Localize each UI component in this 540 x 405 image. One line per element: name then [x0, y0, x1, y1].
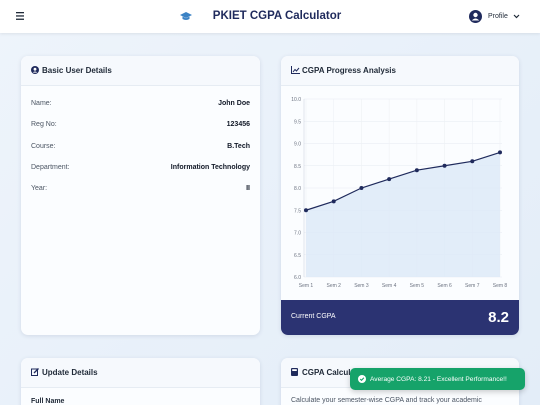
detail-label: Reg No: — [31, 121, 57, 129]
card-title: Basic User Details — [42, 66, 112, 75]
y-tick-label: 6.0 — [294, 275, 301, 281]
card-header: Update Details — [21, 358, 260, 388]
point — [359, 186, 364, 190]
avatar[interactable] — [469, 10, 482, 23]
footer-value: 8.2 — [488, 309, 509, 326]
detail-label: Department: — [31, 163, 70, 171]
card-header: CGPA Progress Analysis — [281, 56, 519, 86]
cap-icon — [180, 12, 192, 20]
x-tick-label: Sem 4 — [382, 283, 397, 289]
x-tick-label: Sem 3 — [354, 283, 369, 289]
user-card: Basic User Details Name: John Doe Reg No: 1… — [21, 56, 260, 335]
detail-label: Course: — [31, 142, 56, 150]
card-title: CGPA Progress Analysis — [302, 66, 396, 75]
chart: 6.0 6.5 7.0 7.5 8.0 8.5 9.0 9.5 10.0 Sem 1 Sem 2 Se… — [291, 97, 508, 289]
field-label: Full Name — [31, 398, 65, 405]
detail-row: Course: B.Tech — [31, 143, 250, 155]
y-tick-label: 9.0 — [294, 142, 301, 148]
card-title: CGPA Calculator — [302, 368, 366, 377]
y-tick-label: 9.5 — [294, 119, 301, 125]
point — [331, 199, 336, 204]
detail-row: Year: II — [31, 185, 250, 197]
y-tick-label: 7.5 — [294, 208, 301, 214]
x-tick-label: Sem 5 — [410, 283, 425, 289]
point — [387, 177, 392, 182]
area — [306, 152, 500, 277]
detail-value: Information Technology — [170, 163, 250, 171]
calc-icon — [291, 368, 298, 376]
x-tick-label: Sem 2 — [326, 283, 341, 289]
point — [498, 150, 502, 155]
detail-value: John Doe — [218, 100, 250, 107]
app-title-text: PKIET CGPA Calculator — [212, 10, 342, 22]
y-tick-label: 8.5 — [294, 164, 301, 170]
detail-row: Department: Information Technology — [31, 164, 250, 176]
toast-text: Average CGPA: 8.21 - Excellent Performan… — [370, 375, 507, 383]
update-card: Update Details Full Name — [21, 358, 260, 405]
card-title: Update Details — [42, 368, 98, 377]
chart-card: CGPA Progress Analysis 6.0 6.5 7.0 7.5 8.0 8.… — [281, 56, 519, 335]
y-tick-label: 8.0 — [294, 186, 301, 192]
y-tick-label: 6.5 — [294, 253, 301, 259]
point — [414, 168, 419, 173]
card-header: Basic User Details — [21, 56, 260, 86]
chart-icon — [291, 66, 300, 74]
app-title: PKIET CGPA Calculator — [0, 10, 540, 22]
point — [470, 159, 475, 164]
detail-value: B.Tech — [227, 142, 250, 150]
menu-icon[interactable] — [16, 12, 25, 20]
detail-label: Name: — [31, 100, 52, 107]
footer-label: Current CGPA — [291, 313, 336, 320]
toast[interactable]: Average CGPA: 8.21 - Excellent Performan… — [350, 368, 525, 390]
point — [304, 208, 308, 213]
x-tick-label: Sem 1 — [299, 283, 314, 289]
detail-label: Year: — [31, 185, 48, 193]
user-icon — [31, 66, 39, 74]
x-tick-label: Sem 8 — [493, 283, 508, 289]
x-tick-label: Sem 7 — [465, 283, 480, 289]
card-text: Calculate your semester-wise CGPA and tr… — [291, 397, 482, 404]
line — [305, 151, 501, 211]
profile-label[interactable]: Profile — [488, 13, 508, 20]
y-tick-label: 10.0 — [291, 97, 301, 103]
detail-row: Reg No: 123456 — [31, 121, 250, 133]
x-tick-label: Sem 6 — [437, 283, 452, 289]
edit-icon — [31, 368, 39, 376]
detail-value: II — [246, 185, 250, 193]
chevron — [513, 14, 520, 19]
header: PKIET CGPA Calculator Profile — [0, 0, 540, 33]
point — [442, 163, 447, 168]
cgpa-footer: Current CGPA 8.2 — [281, 300, 519, 335]
check-icon — [358, 375, 366, 383]
detail-row: Name: John Doe — [31, 100, 250, 112]
y-tick-label: 7.0 — [294, 231, 301, 237]
detail-value: 123456 — [226, 121, 250, 129]
